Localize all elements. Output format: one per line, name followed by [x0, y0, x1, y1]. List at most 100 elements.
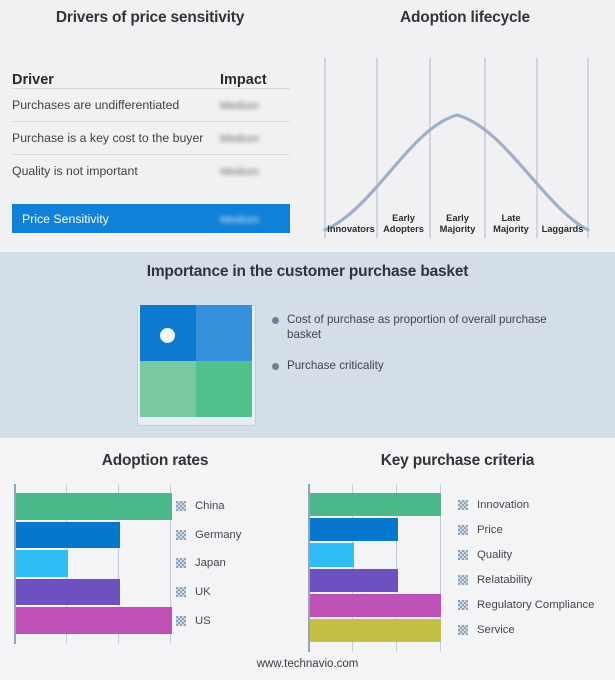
y-axis-line: [308, 484, 310, 652]
legend-item[interactable]: Regulatory Compliance: [458, 593, 608, 618]
legend-item[interactable]: Service: [458, 618, 608, 643]
legend-swatch-icon: [458, 625, 468, 636]
lifecycle-label-early-adopters: Early Adopters: [383, 213, 424, 234]
driver-label: Quality is not important: [12, 164, 138, 178]
impact-value: Medium: [220, 98, 290, 112]
footer-url[interactable]: www.technavio.com: [256, 658, 359, 670]
redacted-impact-text: Medium: [220, 133, 260, 145]
legend-swatch-icon: [458, 499, 468, 510]
lifecycle-stage-labels: Innovators Early Adopters Early Majority…: [315, 205, 605, 237]
bar[interactable]: [310, 568, 398, 592]
legend-item[interactable]: Quality: [458, 542, 608, 567]
legend-item[interactable]: China: [176, 492, 300, 521]
lifecycle-panel-title: Adoption lifecycle: [400, 9, 530, 26]
legend-item[interactable]: US: [176, 606, 300, 635]
bar-slot: [310, 542, 441, 567]
redacted-impact-text: Medium: [220, 213, 260, 226]
adoption-rates-plot-area: [14, 484, 172, 644]
legend-swatch-icon: [176, 615, 186, 626]
gridline: [170, 484, 171, 644]
bullet-dot-icon: [272, 363, 279, 370]
bar-slot: [16, 549, 172, 578]
legend-swatch-icon: [176, 501, 186, 512]
quadrant-matrix: [140, 305, 252, 417]
gridline: [440, 484, 441, 652]
highlighted-table-row[interactable]: Price Sensitivity Medium: [12, 204, 290, 233]
bar-slot: [16, 521, 172, 550]
lifecycle-label-laggards: Laggards: [541, 224, 584, 234]
adoption-rates-legend: China Germany Japan UK US: [176, 492, 300, 635]
key-criteria-bars: [310, 492, 441, 643]
legend-swatch-icon: [176, 587, 186, 598]
bar[interactable]: [16, 493, 172, 520]
redacted-impact-text: Medium: [220, 100, 260, 112]
bar-slot: [310, 593, 441, 618]
table-row[interactable]: Quality is not important Medium: [12, 155, 290, 187]
legend-swatch-icon: [176, 529, 186, 540]
legend-label: China: [195, 500, 225, 513]
quadrant-bottom-right[interactable]: [196, 361, 252, 417]
impact-value: Medium: [220, 164, 290, 178]
matrix-position-marker: [160, 328, 175, 343]
legend-label: Service: [477, 624, 515, 637]
legend-item[interactable]: Germany: [176, 521, 300, 550]
lifecycle-label-early-majority: Early Majority: [439, 213, 476, 234]
bar[interactable]: [310, 493, 441, 517]
legend-item[interactable]: Price: [458, 517, 608, 542]
driver-label: Price Sensitivity: [22, 211, 109, 226]
legend-swatch-icon: [458, 600, 468, 611]
bar-slot: [310, 517, 441, 542]
bar-slot: [16, 492, 172, 521]
table-row[interactable]: Purchase is a key cost to the buyer Medi…: [12, 122, 290, 155]
bar[interactable]: [310, 593, 441, 617]
legend-label: Regulatory Compliance: [477, 599, 595, 612]
legend-label: Japan: [195, 557, 226, 570]
legend-label: Innovation: [477, 498, 530, 511]
bar[interactable]: [310, 543, 354, 567]
driver-label: Purchase is a key cost to the buyer: [12, 131, 204, 145]
bottom-background-band: [0, 438, 615, 680]
legend-label: Price: [477, 523, 503, 536]
legend-label: Purchase criticality: [287, 359, 384, 372]
legend-item[interactable]: Relatability: [458, 568, 608, 593]
basket-panel-title: Importance in the customer purchase bask…: [146, 263, 469, 280]
key-criteria-plot-area: [308, 484, 441, 652]
legend-item[interactable]: UK: [176, 578, 300, 607]
legend-label: US: [195, 614, 211, 627]
bar-slot: [16, 578, 172, 607]
driver-label: Purchases are undifferentiated: [12, 98, 180, 112]
drivers-panel-title: Drivers of price sensitivity: [55, 9, 245, 26]
bar[interactable]: [16, 578, 120, 606]
gridline: [396, 484, 397, 652]
legend-label: Relatability: [477, 574, 533, 587]
quadrant-bottom-left[interactable]: [140, 361, 196, 417]
lifecycle-stage-dividers: [324, 58, 589, 238]
legend-item[interactable]: Innovation: [458, 492, 608, 517]
quadrant-top-right[interactable]: [196, 305, 252, 361]
legend-swatch-icon: [458, 575, 468, 586]
middle-background-band: [0, 252, 615, 438]
impact-value: Medium: [220, 131, 290, 145]
adoption-rates-title: Adoption rates: [101, 452, 209, 469]
table-header-row: Driver Impact: [12, 62, 290, 89]
bullet-dot-icon: [272, 317, 279, 324]
basket-legend: Cost of purchase as proportion of overal…: [272, 313, 582, 391]
legend-label: UK: [195, 586, 211, 599]
legend-swatch-icon: [176, 558, 186, 569]
adoption-rates-bars: [16, 492, 172, 635]
adoption-rates-bar-chart: China Germany Japan UK US: [14, 484, 300, 644]
gridline: [352, 484, 353, 652]
bar-slot: [310, 568, 441, 593]
bar[interactable]: [310, 518, 398, 542]
bell-curve-path: [323, 113, 590, 232]
bar[interactable]: [16, 550, 68, 577]
impact-value: Medium: [220, 212, 290, 226]
bar[interactable]: [16, 521, 120, 549]
table-row[interactable]: Purchases are undifferentiated Medium: [12, 89, 290, 122]
legend-item[interactable]: Japan: [176, 549, 300, 578]
lifecycle-label-late-majority: Late Majority: [493, 213, 529, 234]
bar[interactable]: [310, 618, 441, 643]
bar[interactable]: [16, 607, 172, 634]
legend-swatch-icon: [458, 524, 468, 535]
redacted-impact-text: Medium: [220, 166, 260, 178]
